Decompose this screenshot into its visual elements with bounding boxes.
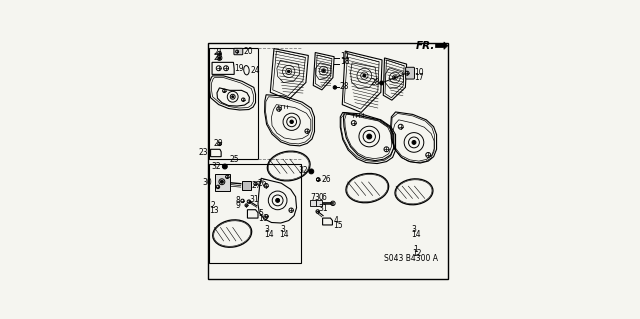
Text: 1: 1	[413, 245, 418, 254]
Text: 22: 22	[213, 53, 223, 63]
Text: FR.: FR.	[415, 41, 435, 51]
Circle shape	[222, 164, 227, 169]
Text: 21: 21	[213, 48, 223, 57]
Text: 30: 30	[203, 178, 212, 187]
Text: 18: 18	[340, 57, 349, 66]
FancyBboxPatch shape	[234, 48, 243, 55]
Text: 28: 28	[371, 78, 380, 87]
Bar	[215, 174, 230, 190]
Text: 32: 32	[299, 167, 308, 175]
Circle shape	[218, 57, 221, 59]
Circle shape	[276, 198, 280, 202]
Text: 20: 20	[243, 47, 253, 56]
Text: 14: 14	[411, 230, 420, 239]
Text: 11: 11	[340, 52, 349, 62]
Text: 32: 32	[212, 162, 221, 171]
Text: 12: 12	[412, 249, 422, 258]
Text: S043 B4300 A: S043 B4300 A	[385, 254, 438, 263]
Text: 16: 16	[258, 214, 268, 223]
Text: 31: 31	[249, 195, 259, 204]
Circle shape	[309, 169, 314, 174]
Text: 27: 27	[252, 181, 261, 190]
Circle shape	[323, 70, 324, 72]
Text: 3: 3	[280, 225, 285, 234]
Bar	[316, 200, 322, 206]
Text: 29: 29	[214, 139, 223, 148]
Polygon shape	[436, 42, 448, 49]
Circle shape	[287, 70, 290, 73]
Text: 25: 25	[230, 155, 239, 164]
Circle shape	[394, 77, 396, 78]
Text: 31: 31	[319, 204, 328, 213]
FancyBboxPatch shape	[406, 67, 415, 79]
Text: 3: 3	[265, 225, 269, 234]
Text: 17: 17	[414, 73, 424, 82]
Text: 10: 10	[414, 68, 424, 77]
Circle shape	[363, 74, 366, 77]
Text: 6: 6	[322, 193, 327, 203]
Text: 7: 7	[310, 193, 315, 203]
Text: 13: 13	[209, 206, 219, 215]
Text: 30: 30	[314, 193, 324, 203]
Text: 14: 14	[264, 230, 274, 239]
Text: 15: 15	[333, 221, 342, 230]
Circle shape	[333, 86, 337, 89]
Circle shape	[232, 96, 234, 98]
Text: 26: 26	[321, 175, 331, 184]
Text: 3: 3	[412, 225, 417, 234]
Circle shape	[412, 140, 416, 145]
Text: 26: 26	[258, 179, 268, 188]
Circle shape	[367, 134, 372, 139]
Text: 28: 28	[340, 82, 349, 92]
Text: 24: 24	[250, 66, 260, 75]
Text: 19: 19	[234, 64, 244, 73]
Text: 23: 23	[199, 148, 209, 158]
Text: 8: 8	[236, 196, 240, 205]
Circle shape	[290, 120, 293, 123]
Text: 4: 4	[333, 216, 339, 225]
Bar	[242, 182, 251, 190]
Text: 14: 14	[280, 230, 289, 239]
Text: 9: 9	[235, 201, 240, 210]
Circle shape	[380, 81, 383, 85]
Text: 5: 5	[259, 209, 264, 219]
Circle shape	[220, 180, 223, 183]
Text: 2: 2	[210, 201, 215, 210]
Bar	[310, 200, 316, 206]
